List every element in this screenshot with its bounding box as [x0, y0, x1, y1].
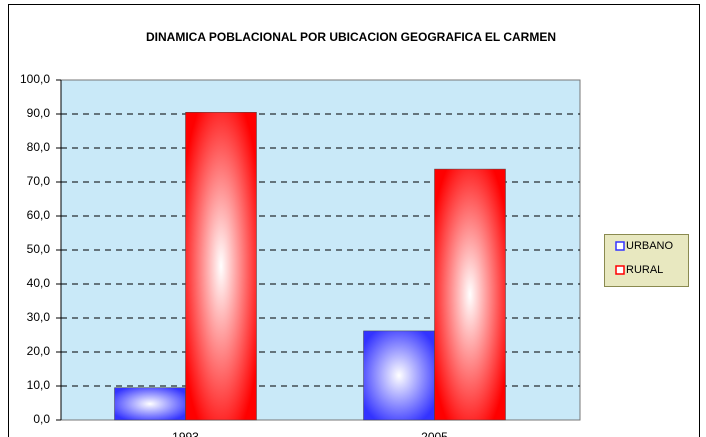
y-tick-label: 40,0 — [27, 276, 51, 290]
legend-label: RURAL — [626, 264, 663, 276]
y-tick-label: 30,0 — [27, 310, 51, 324]
y-tick-label: 100,0 — [20, 72, 50, 86]
bar — [363, 330, 435, 421]
legend-swatch — [615, 265, 625, 275]
chart-title: DINAMICA POBLACIONAL POR UBICACION GEOGR… — [146, 30, 556, 44]
x-tick-label: 1993 — [172, 430, 199, 437]
bar — [114, 387, 186, 421]
y-tick-label: 60,0 — [27, 208, 51, 222]
x-tick-label: 2005 — [421, 430, 448, 437]
bar — [434, 168, 506, 421]
y-tick-label: 20,0 — [27, 344, 51, 358]
y-tick-label: 70,0 — [27, 174, 51, 188]
y-tick-label: 50,0 — [27, 242, 51, 256]
bar — [185, 112, 257, 421]
y-tick-label: 90,0 — [27, 106, 51, 120]
y-tick-label: 10,0 — [27, 378, 51, 392]
y-tick-label: 0,0 — [33, 412, 50, 426]
y-tick-label: 80,0 — [27, 140, 51, 154]
legend-label: URBANO — [626, 240, 674, 252]
legend-swatch — [615, 241, 625, 251]
